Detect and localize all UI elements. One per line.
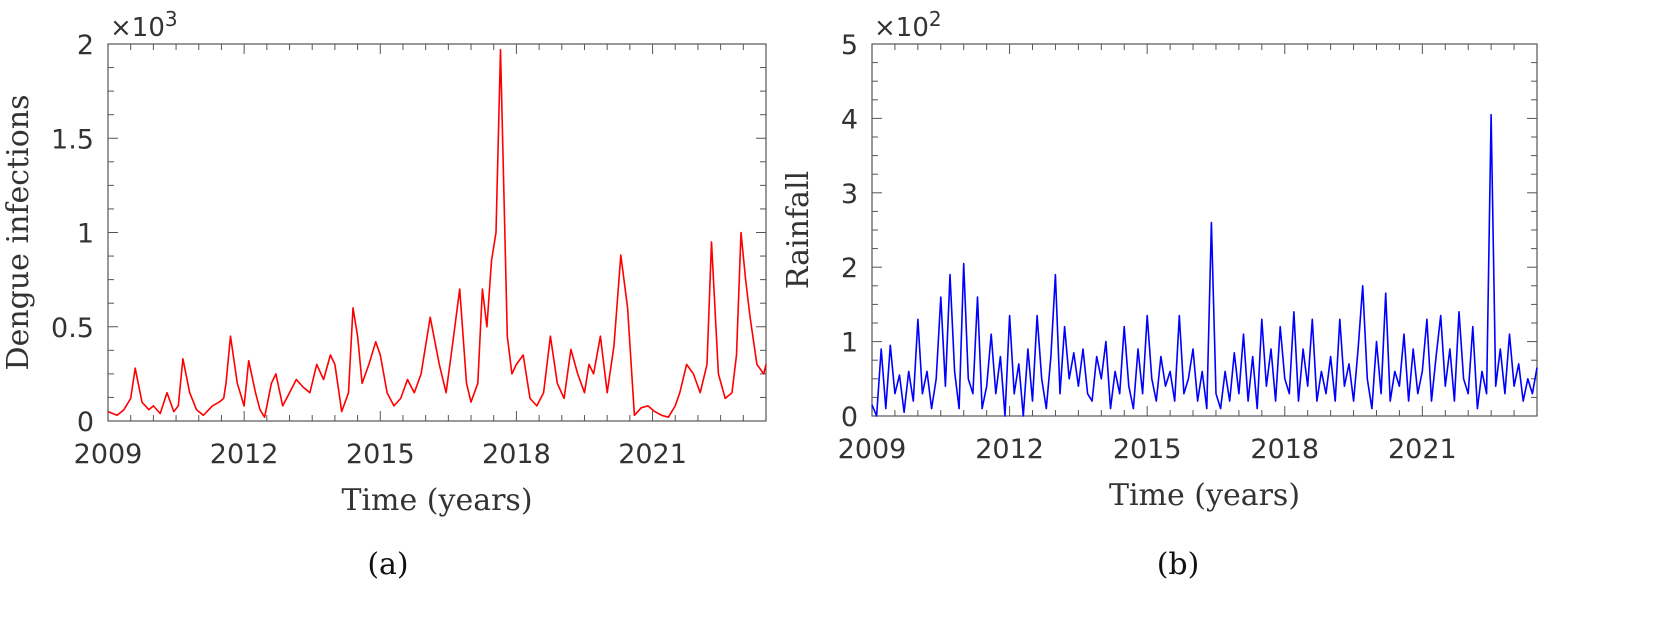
y-tick-label: 5	[841, 30, 858, 61]
x-axis-title: Time (years)	[341, 483, 532, 518]
y-tick-label: 0	[841, 402, 858, 433]
y-axis-title: Dengue infections	[1, 95, 36, 371]
series-line	[871, 113, 1538, 417]
x-tick-label: 2012	[210, 439, 279, 470]
panel-label: (b)	[1157, 547, 1200, 582]
x-axis-title: Time (years)	[1109, 478, 1300, 513]
x-tick-label: 2018	[482, 439, 551, 470]
y-tick-label: 2	[77, 30, 94, 61]
x-tick-label: 2009	[838, 434, 907, 465]
x-tick-label: 2015	[1113, 434, 1182, 465]
y-exponent-power: 3	[165, 7, 178, 31]
series-line	[107, 48, 767, 419]
y-tick-label: 0.5	[51, 313, 94, 344]
x-tick-label: 2015	[346, 439, 415, 470]
plot-frame	[107, 43, 767, 422]
y-tick-label: 3	[841, 179, 858, 210]
x-tick-label: 2009	[74, 439, 143, 470]
y-tick-label: 4	[841, 104, 858, 135]
y-tick-label: 0	[77, 407, 94, 438]
y-axis-title: Rainfall	[781, 171, 816, 289]
x-tick-label: 2021	[618, 439, 687, 470]
y-tick-label: 1	[77, 219, 94, 250]
chart-panel-a: 2009 2012 2015 2018 2021 0 0.5 1 1.5 2 ×103 Time (y…	[1, 7, 767, 582]
chart-panel-b: 2009 2012 2015 2018 2021 0 1 2 3 4 5 ×102 Time (year…	[781, 7, 1538, 582]
y-exponent-label: ×103	[110, 7, 178, 43]
y-tick-label: 1.5	[51, 124, 94, 155]
plot-frame	[871, 43, 1538, 417]
x-tick-label: 2012	[975, 434, 1044, 465]
y-tick-label: 1	[841, 328, 858, 359]
x-tick-label: 2021	[1388, 434, 1457, 465]
y-exponent-label: ×102	[874, 7, 942, 43]
panel-label: (a)	[367, 547, 408, 582]
y-exponent-power: 2	[929, 7, 942, 31]
x-tick-label: 2018	[1250, 434, 1319, 465]
y-tick-label: 2	[841, 253, 858, 284]
